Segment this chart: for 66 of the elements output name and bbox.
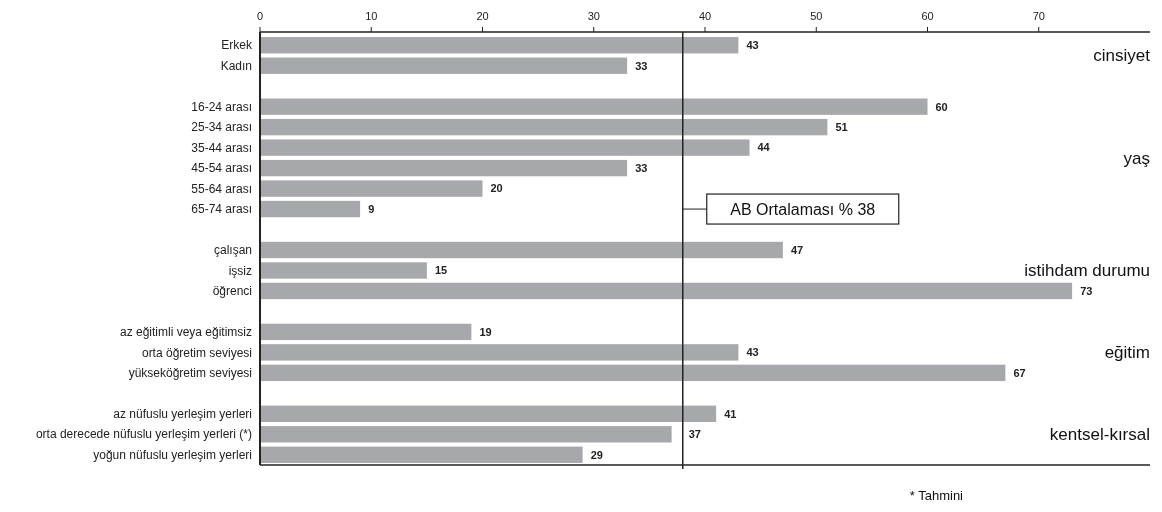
data-label: 15 [434,264,448,277]
y-tick-label: yükseköğretim seviyesi [128,366,252,381]
annotation: eğitim [1104,343,1150,363]
y-tick-label: 55-64 arası [191,181,252,196]
x-tick-label: 0 [256,10,264,22]
x-tick-label: 20 [476,10,489,22]
bar [260,98,928,115]
bar [260,426,672,443]
bar [260,37,739,54]
y-tick-label: yoğun nüfuslu yerleşim yerleri [93,447,252,462]
data-label: 60 [935,100,948,113]
bar [260,159,628,177]
y-tick-label: Erkek [221,38,253,53]
bar [260,405,717,422]
y-tick-label: 16-24 arası [191,99,252,114]
data-label: 20 [490,182,503,195]
y-tick-label: öğrenci [212,284,252,299]
bar [260,180,483,197]
bar [260,241,783,259]
bar [260,139,750,156]
ref-line-label: AB Ortalaması % 38 [730,200,876,218]
data-label: 33 [635,59,648,72]
bar [260,262,427,279]
data-label: 44 [757,141,771,154]
y-tick-label: 65-74 arası [191,202,252,217]
y-tick-label: az eğitimli veya eğitimsiz [119,325,252,340]
data-label: 47 [790,243,804,256]
y-tick-label: Kadın [220,58,252,73]
bar [260,344,739,361]
y-tick-label: orta derecede nüfuslu yerleşim yerleri (*) [35,427,252,442]
annotation: yaş [1123,148,1150,168]
bar [260,57,628,74]
x-tick-label: 30 [587,10,600,22]
bar [260,118,828,136]
data-label: 51 [835,120,848,133]
text: * Tahmini [909,488,964,503]
x-tick-label: 70 [1032,10,1045,22]
y-tick-label: 45-54 arası [191,161,252,176]
data-label: 67 [1013,366,1026,379]
x-tick-label: 50 [810,10,823,22]
data-label: 33 [635,161,648,174]
y-tick-label: 25-34 arası [191,120,252,135]
data-label: 73 [1080,284,1093,297]
x-tick-label: 40 [698,10,712,22]
y-tick-label: işsiz [228,263,252,278]
data-label: 41 [724,407,737,420]
bar [260,282,1073,300]
data-label: 19 [479,325,492,338]
bar [260,446,583,463]
data-label: 43 [746,346,759,359]
x-tick-label: 60 [921,10,934,22]
y-tick-label: çalışan [213,243,252,258]
x-tick-label: 10 [365,10,378,22]
data-label: 9 [368,202,375,215]
y-tick-label: 35-44 arası [191,140,252,155]
data-label: 43 [746,39,759,52]
data-label: 37 [688,428,701,441]
bar [260,200,361,218]
annotation: istihdam durumu [1024,261,1150,281]
annotation: kentsel-kırsal [1049,425,1150,445]
y-tick-label: az nüfuslu yerleşim yerleri [113,407,252,422]
bar [260,323,472,341]
data-label: 29 [590,448,603,461]
annotation: cinsiyet [1093,46,1151,66]
y-tick-label: orta öğretim seviyesi [141,345,252,360]
bar [260,364,1006,382]
